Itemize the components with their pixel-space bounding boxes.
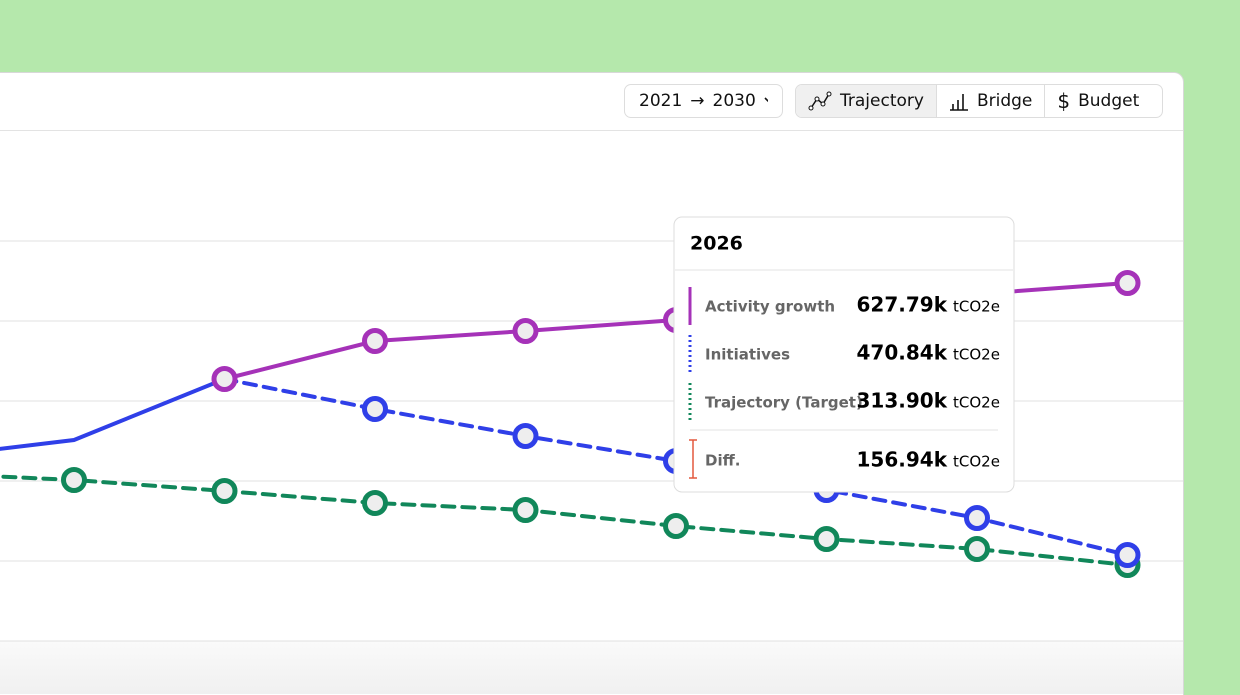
tooltip-unit: tCO2e (953, 394, 1000, 412)
point (362, 490, 388, 516)
point (1114, 542, 1141, 568)
point (362, 396, 388, 422)
icon: $ (1057, 89, 1071, 113)
point (663, 513, 689, 539)
chevron (764, 97, 768, 103)
tooltip-value: 627.79k (857, 293, 948, 317)
icon (808, 91, 832, 111)
tab[interactable]: Trajectory (796, 85, 936, 117)
year-range[interactable]: 2021 → 2030 (624, 84, 783, 118)
tooltip-unit: tCO2e (953, 346, 1000, 364)
point (964, 536, 990, 562)
tooltip-label: Diff. (705, 452, 740, 470)
point (1114, 270, 1141, 296)
tab[interactable]: $ Budget (1044, 85, 1151, 117)
point (512, 497, 539, 523)
point (211, 478, 238, 504)
chart: 2026 Diff. 156.94k tCO2e Activity growth… (0, 216, 1183, 694)
point (211, 366, 238, 392)
point (512, 423, 539, 449)
tab-label: Budget (1078, 91, 1140, 111)
toolbar: 2021 → 2030 Trajectory Bridge $ Budget (0, 73, 1183, 131)
icon (949, 94, 968, 111)
arrow: → (690, 91, 705, 111)
point (964, 505, 990, 531)
tooltip: 2026 Diff. 156.94k tCO2e Activity growth… (673, 216, 1015, 493)
point (512, 318, 539, 344)
tab-label: Bridge (976, 91, 1033, 111)
tooltip-label: Initiatives (705, 346, 790, 364)
point (61, 467, 87, 493)
tooltip-value: 313.90k (857, 389, 948, 413)
range-start: 2021 (639, 91, 683, 111)
tooltip-label: Activity growth (705, 298, 835, 316)
point (813, 526, 840, 552)
tab[interactable]: Bridge (935, 85, 1044, 117)
tooltip-box (673, 216, 1015, 493)
footer-band (0, 641, 1183, 694)
tooltip-unit: tCO2e (953, 453, 1000, 471)
point (362, 328, 388, 354)
range-end: 2030 (712, 91, 756, 111)
tooltip-value: 470.84k (857, 341, 948, 365)
tooltip-label: Trajectory (Target) (705, 394, 863, 412)
tooltip-title: 2026 (690, 233, 743, 255)
tooltip-unit: tCO2e (953, 298, 1000, 316)
tooltip-value: 156.94k (857, 448, 948, 472)
series-line (0, 377, 227, 451)
tab-label: Trajectory (840, 91, 924, 111)
view-tabs: Trajectory Bridge $ Budget (795, 84, 1163, 118)
